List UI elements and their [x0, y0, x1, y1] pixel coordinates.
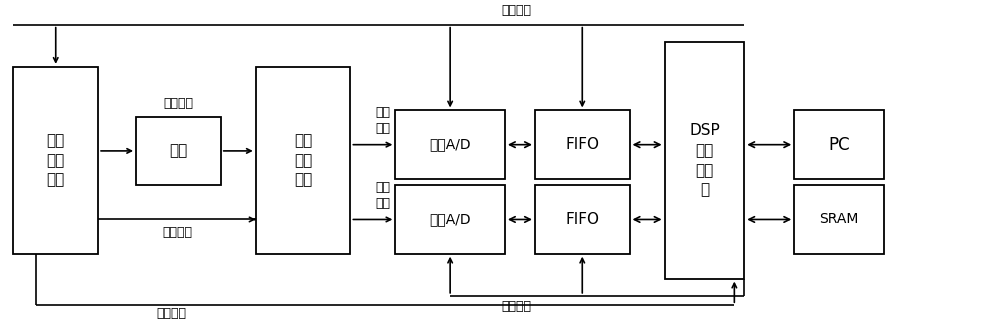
Text: FIFO: FIFO	[565, 212, 599, 227]
Bar	[665, 42, 744, 279]
Text: 信号
发生
单元: 信号 发生 单元	[47, 133, 65, 188]
Text: 幅值
电压: 幅值 电压	[375, 106, 390, 135]
Text: DSP
及外
围电
路: DSP 及外 围电 路	[689, 123, 720, 197]
Text: 采样控制: 采样控制	[501, 300, 531, 314]
Text: 信号
检测
模块: 信号 检测 模块	[294, 133, 312, 188]
Text: 频率测量: 频率测量	[156, 307, 186, 320]
Text: 参比信号: 参比信号	[162, 226, 192, 239]
Text: SRAM: SRAM	[819, 213, 859, 226]
Bar	[794, 110, 884, 179]
Text: 采样控制: 采样控制	[501, 4, 531, 17]
Text: 高速A/D: 高速A/D	[429, 213, 471, 226]
Text: FIFO: FIFO	[565, 137, 599, 152]
Bar	[395, 110, 505, 179]
Bar	[794, 185, 884, 254]
Bar	[395, 185, 505, 254]
Text: 输入信号: 输入信号	[163, 98, 193, 110]
Text: PC: PC	[828, 136, 850, 154]
Bar	[256, 67, 350, 254]
Bar	[535, 110, 630, 179]
Bar	[535, 185, 630, 254]
Text: 高速A/D: 高速A/D	[429, 138, 471, 152]
Bar	[136, 117, 221, 185]
Text: 夹具: 夹具	[169, 143, 188, 158]
Text: 相位
电压: 相位 电压	[375, 181, 390, 210]
Bar	[13, 67, 98, 254]
